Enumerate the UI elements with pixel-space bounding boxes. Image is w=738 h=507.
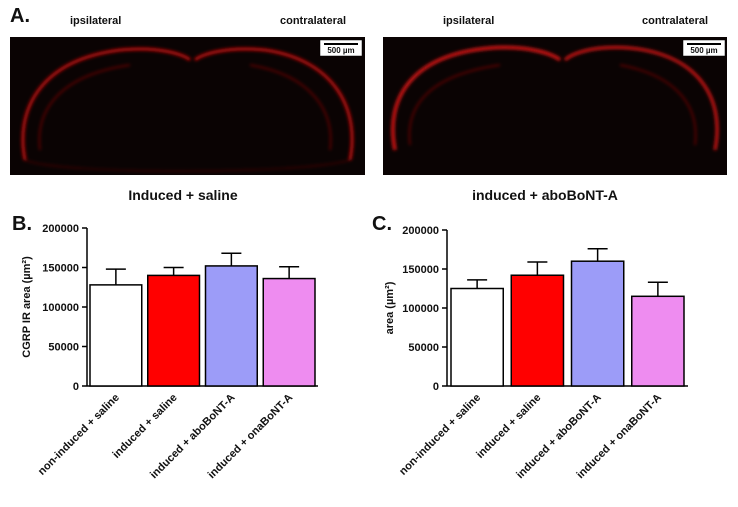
y-tick-label: 0 <box>73 381 79 393</box>
x-tick-label: non-induced + saline <box>36 392 122 478</box>
y-axis-label: area (µm²) <box>384 281 396 334</box>
image-label: ipsilateral <box>70 15 121 27</box>
bar <box>631 295 685 387</box>
y-tick-label: 150000 <box>42 263 79 275</box>
image-label: contralateral <box>280 15 346 27</box>
y-tick-label: 50000 <box>48 342 79 354</box>
image-caption: induced + aboBoNT-A <box>472 187 618 203</box>
y-tick-label: 0 <box>433 381 439 393</box>
y-tick-label: 150000 <box>402 264 439 276</box>
micrograph <box>383 37 727 175</box>
y-tick-label: 50000 <box>408 342 439 354</box>
panel-label: A. <box>10 5 30 27</box>
y-tick-label: 200000 <box>42 223 79 235</box>
scale-bar-label: 500 µm <box>327 46 354 55</box>
y-axis-label: CGRP IR area (µm²) <box>21 256 33 358</box>
scale-bar-label: 500 µm <box>690 46 717 55</box>
image-caption: Induced + saline <box>128 187 238 203</box>
y-tick-label: 100000 <box>42 302 79 314</box>
bar <box>262 277 316 387</box>
image-label: contralateral <box>642 15 708 27</box>
image-label: ipsilateral <box>443 15 494 27</box>
y-tick-label: 200000 <box>402 225 439 237</box>
micrograph <box>10 37 365 175</box>
bar <box>570 260 625 387</box>
bar <box>510 274 565 387</box>
bar <box>204 265 258 387</box>
x-tick-label: induced + saline <box>474 392 543 461</box>
bar <box>147 274 201 387</box>
y-tick-label: 100000 <box>402 303 439 315</box>
panel-label: C. <box>372 213 392 235</box>
panel-label: B. <box>12 213 32 235</box>
x-tick-label: non-induced + saline <box>397 392 483 478</box>
bar <box>89 284 143 387</box>
bar <box>450 287 504 387</box>
